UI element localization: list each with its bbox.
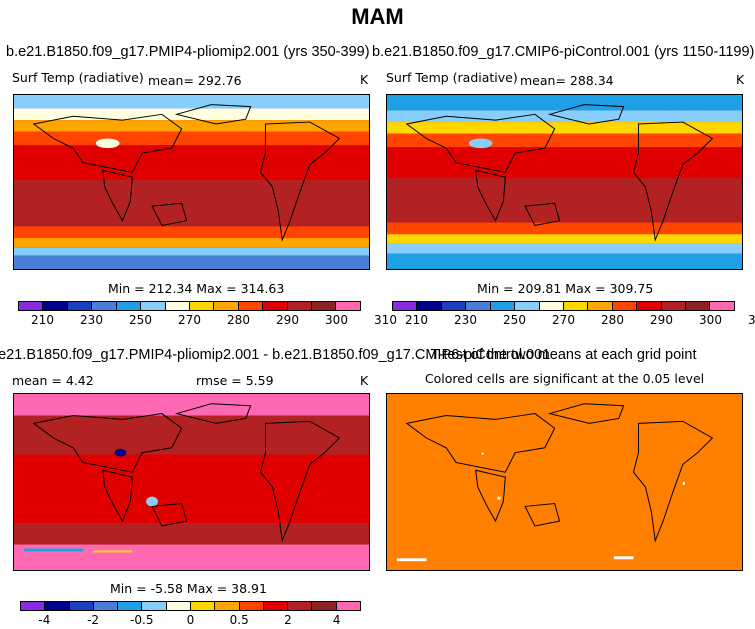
colorbar-swatch: [189, 302, 215, 310]
colorbar-swatch: [43, 302, 68, 310]
colorbar-tick-label: 210: [31, 313, 54, 327]
colorbar-swatch: [417, 302, 442, 310]
colorbar-swatch: [141, 302, 166, 310]
colorbar-swatch: [393, 302, 418, 310]
colorbar-tick-label: 0.5: [229, 613, 249, 627]
panel-bl-unit: K: [360, 373, 369, 388]
colorbar-swatch: [539, 302, 564, 310]
colorbar-tick-label: -4: [38, 613, 51, 627]
colorbar-tick-label: 2: [284, 613, 292, 627]
colorbar-swatch: [45, 602, 70, 610]
colorbar-swatch: [19, 302, 44, 310]
panel-tl-map: [13, 94, 370, 270]
colorbar-swatch: [441, 302, 467, 310]
colorbar-tick-label: 250: [129, 313, 152, 327]
colorbar-tick-label: 250: [503, 313, 526, 327]
figure-title: MAM: [351, 4, 404, 29]
colorbar-tick-label: 300: [325, 313, 348, 327]
panel-bl-rmse: rmse = 5.59: [196, 373, 274, 388]
panel-tr-minmax: Min = 209.81 Max = 309.75: [477, 281, 654, 296]
colorbar-tick-label: 280: [601, 313, 624, 327]
panel-tr-variable: Surf Temp (radiative): [386, 70, 518, 85]
panel-tr-unit: K: [736, 72, 745, 87]
colorbar-tick-label: 230: [80, 313, 103, 327]
colorbar-swatch: [239, 602, 264, 610]
colorbar-swatch: [637, 302, 662, 310]
colorbar-tick-label: 210: [405, 313, 428, 327]
colorbar-tick-label: 310: [374, 313, 397, 327]
colorbar-tick-label: 270: [552, 313, 575, 327]
panel-br-title: T-test of the two means at each grid poi…: [430, 347, 697, 363]
panel-tr-mean: mean= 288.34: [520, 73, 614, 88]
colorbar-swatch: [166, 602, 191, 610]
panel-tr-case-title: b.e21.B1850.f09_g17.CMIP6-piControl.001 …: [372, 44, 755, 60]
panel-bl-minmax: Min = -5.58 Max = 38.91: [110, 581, 267, 596]
colorbar-swatch: [710, 302, 734, 310]
colorbar-top-left: [18, 301, 361, 311]
colorbar-swatch: [563, 302, 589, 310]
colorbar-swatch: [214, 302, 239, 310]
colorbar-swatch: [263, 302, 288, 310]
colorbar-swatch: [312, 602, 337, 610]
panel-tl-variable: Surf Temp (radiative): [12, 70, 144, 85]
colorbar-swatch: [287, 302, 313, 310]
colorbar-swatch: [336, 302, 360, 310]
panel-bl-map: [13, 393, 370, 571]
colorbar-tick-label: -0.5: [130, 613, 154, 627]
colorbar-swatch: [490, 302, 516, 310]
colorbar-swatch: [92, 302, 117, 310]
colorbar-swatch: [118, 602, 143, 610]
colorbar-tick-label: 290: [650, 313, 673, 327]
colorbar-difference: [20, 601, 361, 611]
colorbar-swatch: [21, 602, 46, 610]
colorbar-swatch: [190, 602, 216, 610]
colorbar-swatch: [336, 602, 360, 610]
colorbar-tick-label: -2: [87, 613, 100, 627]
colorbar-tick-label: 310: [748, 313, 755, 327]
colorbar-swatch: [263, 602, 289, 610]
colorbar-swatch: [466, 302, 491, 310]
colorbar-swatch: [312, 302, 337, 310]
colorbar-swatch: [215, 602, 240, 610]
colorbar-swatch: [93, 602, 119, 610]
colorbar-swatch: [588, 302, 613, 310]
colorbar-top-right: [392, 301, 735, 311]
panel-tl-minmax: Min = 212.34 Max = 314.63: [108, 281, 285, 296]
colorbar-tick-label: 230: [454, 313, 477, 327]
colorbar-swatch: [69, 602, 94, 610]
colorbar-swatch: [612, 302, 638, 310]
colorbar-swatch: [238, 302, 264, 310]
colorbar-swatch: [142, 602, 167, 610]
colorbar-swatch: [116, 302, 142, 310]
colorbar-tick-label: 290: [276, 313, 299, 327]
panel-br-subtitle: Colored cells are significant at the 0.0…: [424, 371, 705, 386]
panel-tl-unit: K: [360, 72, 369, 87]
colorbar-swatch: [288, 602, 313, 610]
colorbar-swatch: [686, 302, 711, 310]
colorbar-swatch: [67, 302, 93, 310]
panel-bl-mean: mean = 4.42: [12, 373, 94, 388]
colorbar-swatch: [515, 302, 540, 310]
colorbar-tick-label: 4: [332, 613, 341, 627]
panel-tr-map: [386, 94, 743, 270]
colorbar-swatch: [661, 302, 687, 310]
colorbar-tick-label: 280: [227, 313, 250, 327]
panel-tl-mean: mean= 292.76: [148, 73, 242, 88]
panel-tl-case-title: b.e21.B1850.f09_g17.PMIP4-pliomip2.001 (…: [6, 44, 370, 60]
colorbar-tick-label: 0: [186, 613, 195, 627]
colorbar-swatch: [165, 302, 190, 310]
panel-bl-case-title: b.e21.B1850.f09_g17.PMIP4-pliomip2.001 -…: [0, 347, 551, 363]
panel-br-map: [386, 393, 743, 571]
colorbar-tick-label: 270: [178, 313, 201, 327]
colorbar-tick-label: 300: [699, 313, 722, 327]
